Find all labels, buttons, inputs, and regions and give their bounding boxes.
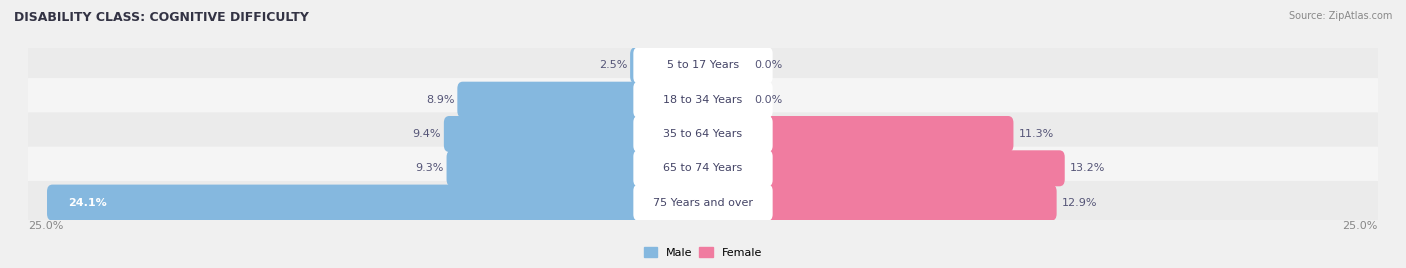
Text: 9.3%: 9.3% — [415, 163, 444, 173]
Text: 65 to 74 Years: 65 to 74 Years — [664, 163, 742, 173]
FancyBboxPatch shape — [697, 47, 749, 83]
Text: 2.5%: 2.5% — [599, 60, 627, 70]
FancyBboxPatch shape — [25, 78, 1381, 121]
FancyBboxPatch shape — [46, 185, 709, 221]
FancyBboxPatch shape — [633, 150, 773, 186]
FancyBboxPatch shape — [697, 150, 1064, 186]
Text: 12.9%: 12.9% — [1062, 198, 1098, 208]
FancyBboxPatch shape — [25, 44, 1381, 87]
Text: DISABILITY CLASS: COGNITIVE DIFFICULTY: DISABILITY CLASS: COGNITIVE DIFFICULTY — [14, 11, 309, 24]
FancyBboxPatch shape — [25, 112, 1381, 156]
FancyBboxPatch shape — [25, 181, 1381, 224]
FancyBboxPatch shape — [447, 150, 709, 186]
Text: 75 Years and over: 75 Years and over — [652, 198, 754, 208]
FancyBboxPatch shape — [457, 82, 709, 118]
FancyBboxPatch shape — [697, 116, 1014, 152]
FancyBboxPatch shape — [697, 82, 749, 118]
Text: 25.0%: 25.0% — [1343, 221, 1378, 232]
Text: 0.0%: 0.0% — [754, 60, 783, 70]
Text: 5 to 17 Years: 5 to 17 Years — [666, 60, 740, 70]
Text: 24.1%: 24.1% — [69, 198, 107, 208]
Text: 35 to 64 Years: 35 to 64 Years — [664, 129, 742, 139]
FancyBboxPatch shape — [25, 147, 1381, 190]
Text: 13.2%: 13.2% — [1070, 163, 1105, 173]
FancyBboxPatch shape — [633, 82, 773, 118]
FancyBboxPatch shape — [633, 47, 773, 83]
Text: 18 to 34 Years: 18 to 34 Years — [664, 95, 742, 105]
FancyBboxPatch shape — [697, 185, 1057, 221]
Text: 11.3%: 11.3% — [1019, 129, 1054, 139]
Legend: Male, Female: Male, Female — [640, 243, 766, 262]
FancyBboxPatch shape — [630, 47, 709, 83]
FancyBboxPatch shape — [633, 185, 773, 221]
Text: 8.9%: 8.9% — [426, 95, 454, 105]
FancyBboxPatch shape — [633, 116, 773, 152]
Text: 9.4%: 9.4% — [412, 129, 441, 139]
Text: 0.0%: 0.0% — [754, 95, 783, 105]
Text: 25.0%: 25.0% — [28, 221, 63, 232]
FancyBboxPatch shape — [444, 116, 709, 152]
Text: Source: ZipAtlas.com: Source: ZipAtlas.com — [1288, 11, 1392, 21]
